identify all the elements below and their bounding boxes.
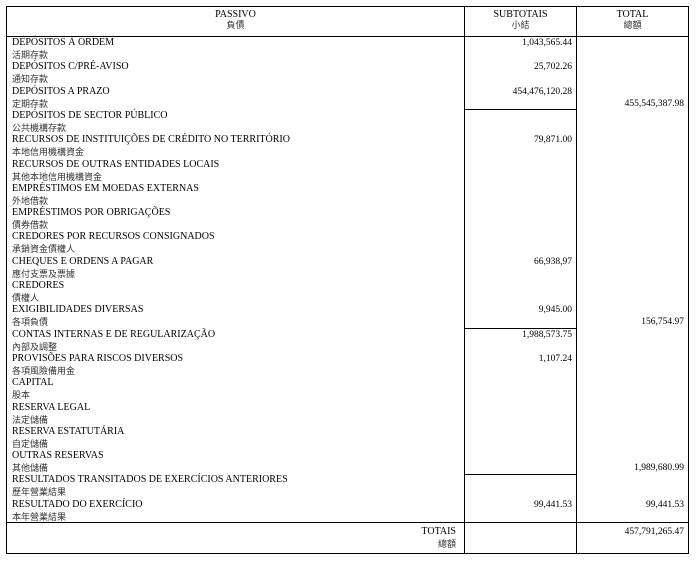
totals-label-zh: 總額 <box>437 539 456 549</box>
item-label: CONTAS INTERNAS E DE REGULARIZAÇÃO <box>12 328 216 340</box>
item-label: RESERVA LEGAL <box>12 401 91 413</box>
subtotal-value: 1,107.24 <box>538 353 572 364</box>
table-row: CHEQUES E ORDENS A PAGAR 應付支票及票據 66,938,97 <box>7 256 688 280</box>
total-value: 455,545,387.98 <box>624 98 684 109</box>
column-divider <box>576 7 577 553</box>
subtotal-value: 454,476,120.28 <box>512 86 572 97</box>
table-row: OUTRAS RESERVAS 其他儲備 1,989,680.99 <box>7 450 688 474</box>
table-row: RESULTADOS TRANSITADOS DE EXERCÍCIOS ANT… <box>7 474 688 498</box>
balance-sheet-table: PASSIVO 負債 SUBTOTAIS 小結 TOTAL 總額 DEPÓSIT… <box>6 6 689 554</box>
table-row: RESULTADO DO EXERCÍCIO 本年營業結果 99,441.53 99,… <box>7 499 688 523</box>
item-label-zh: 債權人 <box>12 293 40 303</box>
item-label-zh: 公共機構存款 <box>12 122 67 133</box>
item-label: RESERVA ESTATUTÁRIA <box>12 425 125 437</box>
header-total: TOTAL 總額 <box>577 9 688 31</box>
subtotal-divider <box>464 109 577 110</box>
header-passivo-label: PASSIVO <box>215 9 256 20</box>
item-label-zh: 承銷資金債權人 <box>12 244 76 255</box>
item-label: RECURSOS DE INSTITUIÇÕES DE CRÉDITO NO T… <box>12 134 290 146</box>
column-divider <box>464 7 465 553</box>
subtotal-divider <box>464 328 577 329</box>
table-row: DEPÓSITOS À ORDEM 活期存款 1,043,565.44 <box>7 37 688 61</box>
table-row: EMPRÉSTIMOS EM MOEDAS EXTERNAS 外地借款 <box>7 183 688 207</box>
item-label: DEPÓSITOS À ORDEM <box>12 37 115 48</box>
totals-row: TOTAIS 總額 457,791,265.47 <box>7 523 688 554</box>
table-row: RESERVA LEGAL 法定儲備 <box>7 402 688 426</box>
header-passivo-zh: 負債 <box>226 20 245 30</box>
total-value: 1,989,680.99 <box>634 463 684 474</box>
item-label: PROVISÕES PARA RISCOS DIVERSOS <box>12 352 184 364</box>
total-value: 99,441.53 <box>646 499 684 510</box>
totals-label: TOTAIS <box>421 526 456 537</box>
header-total-zh: 總額 <box>623 20 642 30</box>
item-label-zh: 各項風險備用金 <box>12 365 76 376</box>
grand-total: 457,791,265.47 <box>624 527 684 537</box>
subtotal-value: 99,441.53 <box>534 499 572 510</box>
table-row: CAPITAL 股本 <box>7 377 688 401</box>
item-label-zh: 債券借款 <box>12 220 49 231</box>
header-subtotais-zh: 小結 <box>511 20 530 30</box>
subtotal-value: 9,945.00 <box>538 305 572 316</box>
table-row: DEPÓSITOS C/PRÉ-AVISO 通知存款 25,702.26 <box>7 61 688 85</box>
item-label: CREDORES <box>12 280 65 291</box>
table-row: EMPRÉSTIMOS POR OBRIGAÇÕES 債券借款 <box>7 207 688 231</box>
table-row: PROVISÕES PARA RISCOS DIVERSOS 各項風險備用金 1,1… <box>7 353 688 377</box>
item-label: RESULTADO DO EXERCÍCIO <box>12 498 143 510</box>
subtotal-value: 1,043,565.44 <box>522 38 572 48</box>
subtotal-value: 1,988,573.75 <box>522 329 572 340</box>
item-label: DEPÓSITOS A PRAZO <box>12 85 110 97</box>
item-label-zh: 歷年營業結果 <box>12 487 67 498</box>
item-label: RECURSOS DE OUTRAS ENTIDADES LOCAIS <box>12 158 220 170</box>
total-value: 156,754.97 <box>641 317 684 328</box>
item-label-zh: 內部及調整 <box>12 341 58 352</box>
subtotal-value: 66,938,97 <box>534 256 572 267</box>
table-row: DEPÓSITOS A PRAZO 定期存款 454,476,120.28 455,5… <box>7 86 688 110</box>
table-row: CREDORES POR RECURSOS CONSIGNADOS 承銷資金債權人 <box>7 231 688 255</box>
item-label: EXIGIBILIDADES DIVERSAS <box>12 304 144 316</box>
item-label-zh: 自定儲備 <box>12 438 49 449</box>
subtotal-value: 25,702.26 <box>534 62 572 73</box>
item-label: CHEQUES E ORDENS A PAGAR <box>12 255 154 267</box>
table-row: CONTAS INTERNAS E DE REGULARIZAÇÃO 內部及調整 1… <box>7 329 688 353</box>
item-label: RESULTADOS TRANSITADOS DE EXERCÍCIOS ANT… <box>12 474 288 486</box>
table-row: EXIGIBILIDADES DIVERSAS 各項負債 9,945.00 156,7… <box>7 304 688 328</box>
item-label-zh: 其他儲備 <box>12 463 49 474</box>
header-subtotais-label: SUBTOTAIS <box>493 9 548 20</box>
item-label-zh: 外地借款 <box>12 195 49 206</box>
subtotal-value: 79,871.00 <box>534 135 572 146</box>
totals-divider <box>7 522 688 523</box>
item-label-zh: 活期存款 <box>12 50 49 60</box>
table-row: CREDORES 債權人 <box>7 280 688 304</box>
header-subtotais: SUBTOTAIS 小結 <box>465 9 576 31</box>
table-row: RECURSOS DE OUTRAS ENTIDADES LOCAIS 其他本地信… <box>7 159 688 183</box>
subtotal-divider <box>464 474 577 475</box>
item-label: DEPÓSITOS DE SECTOR PÚBLICO <box>12 109 168 121</box>
table-row: DEPÓSITOS DE SECTOR PÚBLICO 公共機構存款 <box>7 110 688 134</box>
item-label-zh: 應付支票及票據 <box>12 268 76 279</box>
item-label: CAPITAL <box>12 377 54 389</box>
item-label-zh: 股本 <box>12 390 31 401</box>
item-label-zh: 其他本地信用機構資金 <box>12 171 103 182</box>
header-total-label: TOTAL <box>616 9 649 20</box>
item-label-zh: 本地信用機構資金 <box>12 147 85 158</box>
item-label-zh: 通知存款 <box>12 74 49 85</box>
item-label-zh: 本年營業結果 <box>12 511 67 522</box>
item-label: CREDORES POR RECURSOS CONSIGNADOS <box>12 231 215 243</box>
header-divider <box>7 36 688 37</box>
item-label-zh: 法定儲備 <box>12 414 49 425</box>
item-label: EMPRÉSTIMOS EM MOEDAS EXTERNAS <box>12 182 199 194</box>
table-row: RESERVA ESTATUTÁRIA 自定儲備 <box>7 426 688 450</box>
table-row: RECURSOS DE INSTITUIÇÕES DE CRÉDITO NO T… <box>7 134 688 158</box>
item-label-zh: 各項負債 <box>12 317 49 328</box>
item-label-zh: 定期存款 <box>12 98 49 109</box>
item-label: DEPÓSITOS C/PRÉ-AVISO <box>12 61 129 73</box>
item-label: EMPRÉSTIMOS POR OBRIGAÇÕES <box>12 207 171 219</box>
item-label: OUTRAS RESERVAS <box>12 450 104 462</box>
header-passivo: PASSIVO 負債 <box>7 9 464 31</box>
